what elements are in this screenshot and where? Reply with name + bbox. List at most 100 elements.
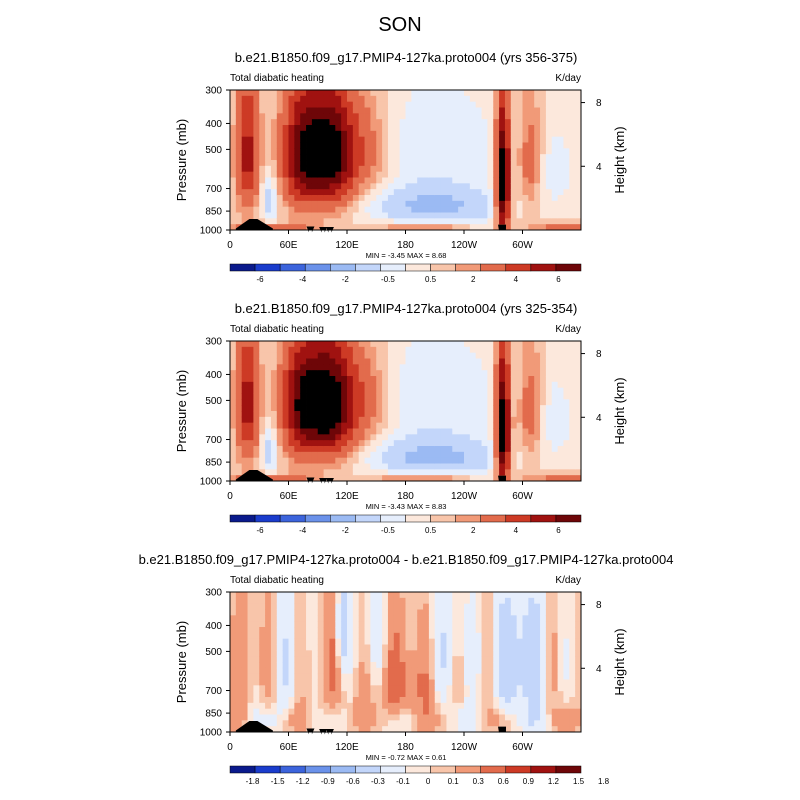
heatmap-cell bbox=[417, 714, 424, 721]
y-tick-label: 850 bbox=[205, 458, 222, 469]
heatmap-cell bbox=[469, 125, 477, 132]
heatmap-cell bbox=[230, 376, 237, 383]
x-tick-label: 120E bbox=[335, 491, 359, 502]
heatmap-cell bbox=[452, 708, 459, 715]
heatmap-cell bbox=[545, 667, 553, 675]
heatmap-cell bbox=[493, 125, 500, 132]
heatmap-cell bbox=[399, 142, 406, 149]
heatmap-cell bbox=[528, 148, 535, 155]
heatmap-cell bbox=[563, 656, 570, 663]
heatmap-cell bbox=[452, 393, 459, 400]
heatmap-cell bbox=[575, 358, 582, 365]
heatmap-cell bbox=[504, 440, 512, 447]
heatmap-cell bbox=[499, 457, 506, 464]
heatmap-cell bbox=[405, 113, 412, 120]
heatmap-cell bbox=[446, 119, 453, 126]
heatmap-cell bbox=[540, 370, 547, 377]
heatmap-cell bbox=[528, 720, 535, 727]
heatmap-cell bbox=[575, 457, 582, 464]
heatmap-cell bbox=[458, 440, 465, 447]
heatmap-cell bbox=[270, 130, 278, 138]
heatmap-cell bbox=[452, 160, 459, 167]
heatmap-cell bbox=[516, 434, 523, 441]
heatmap-cell bbox=[428, 189, 436, 196]
heatmap-cell bbox=[358, 364, 365, 371]
heatmap-cell bbox=[469, 679, 477, 686]
heatmap-cell bbox=[551, 702, 558, 710]
heatmap-cell bbox=[294, 440, 301, 447]
heatmap-cell bbox=[276, 592, 284, 599]
heatmap-cell bbox=[300, 352, 307, 359]
heatmap-cell bbox=[469, 434, 477, 441]
heatmap-cell bbox=[364, 142, 371, 149]
heatmap-cell bbox=[230, 650, 237, 657]
heatmap-cell bbox=[534, 621, 541, 628]
heatmap-cell bbox=[370, 609, 377, 616]
heatmap-cell bbox=[516, 457, 523, 464]
heatmap-cell bbox=[428, 352, 436, 359]
heatmap-cell bbox=[510, 352, 518, 359]
heatmap-cell bbox=[370, 341, 377, 348]
heatmap-cell bbox=[428, 154, 436, 161]
heatmap-cell bbox=[528, 113, 535, 120]
heatmap-cell bbox=[540, 726, 547, 733]
heatmap-cell bbox=[540, 154, 547, 161]
heatmap-cell bbox=[358, 726, 365, 733]
heatmap-cell bbox=[522, 90, 529, 97]
heatmap-cell bbox=[311, 136, 319, 143]
heatmap-cell bbox=[335, 650, 342, 657]
heatmap-cell bbox=[516, 119, 523, 126]
heatmap-cell bbox=[428, 463, 436, 470]
heatmap-cell bbox=[300, 206, 307, 213]
heatmap-cell bbox=[382, 621, 389, 628]
heatmap-cell bbox=[504, 364, 512, 371]
y-tick-label: 700 bbox=[205, 686, 222, 697]
heatmap-cell bbox=[423, 90, 430, 97]
heatmap-cell bbox=[282, 632, 289, 640]
heatmap-cell bbox=[329, 638, 336, 645]
heatmap-cell bbox=[270, 352, 278, 359]
heatmap-cell bbox=[434, 189, 441, 196]
heatmap-cell bbox=[487, 650, 494, 657]
heatmap-cell bbox=[545, 200, 553, 208]
heatmap-cell bbox=[563, 679, 570, 686]
heatmap-cell bbox=[487, 411, 494, 418]
heatmap-cell bbox=[516, 136, 523, 143]
heatmap-cell bbox=[347, 457, 354, 464]
heatmap-cell bbox=[575, 714, 582, 721]
heatmap-cell bbox=[423, 387, 430, 394]
heatmap-cell bbox=[288, 90, 295, 97]
heatmap-cell bbox=[446, 376, 453, 383]
heatmap-cell bbox=[364, 673, 371, 680]
heatmap-cell bbox=[481, 603, 488, 610]
heatmap-cell bbox=[534, 224, 541, 231]
heatmap-cell bbox=[440, 154, 447, 161]
heatmap-cell bbox=[481, 136, 488, 143]
heatmap-cell bbox=[428, 434, 436, 441]
heatmap-cell bbox=[399, 463, 406, 470]
colorbar-swatch bbox=[304, 765, 331, 774]
heatmap-cell bbox=[317, 90, 324, 97]
heatmap-cell bbox=[428, 212, 436, 219]
heatmap-cell bbox=[516, 714, 523, 721]
heatmap-cell bbox=[247, 148, 254, 155]
heatmap-cell bbox=[323, 364, 330, 371]
heatmap-cell bbox=[376, 644, 383, 651]
heatmap-cell bbox=[376, 638, 383, 645]
heatmap-cell bbox=[469, 165, 477, 173]
heatmap-cell bbox=[452, 411, 459, 418]
heatmap-cell bbox=[276, 440, 284, 447]
heatmap-cell bbox=[335, 387, 342, 394]
heatmap-cell bbox=[417, 171, 424, 178]
heatmap-cell bbox=[288, 189, 295, 196]
heatmap-cell bbox=[522, 370, 529, 377]
heatmap-cell bbox=[358, 656, 365, 663]
heatmap-cell bbox=[294, 125, 301, 132]
heatmap-cell bbox=[259, 434, 266, 441]
heatmap-cell bbox=[540, 632, 547, 640]
heatmap-cell bbox=[569, 341, 576, 348]
heatmap-cell bbox=[534, 405, 541, 412]
heatmap-cell bbox=[364, 720, 371, 727]
heatmap-cell bbox=[504, 101, 512, 108]
heatmap-cell bbox=[540, 714, 547, 721]
